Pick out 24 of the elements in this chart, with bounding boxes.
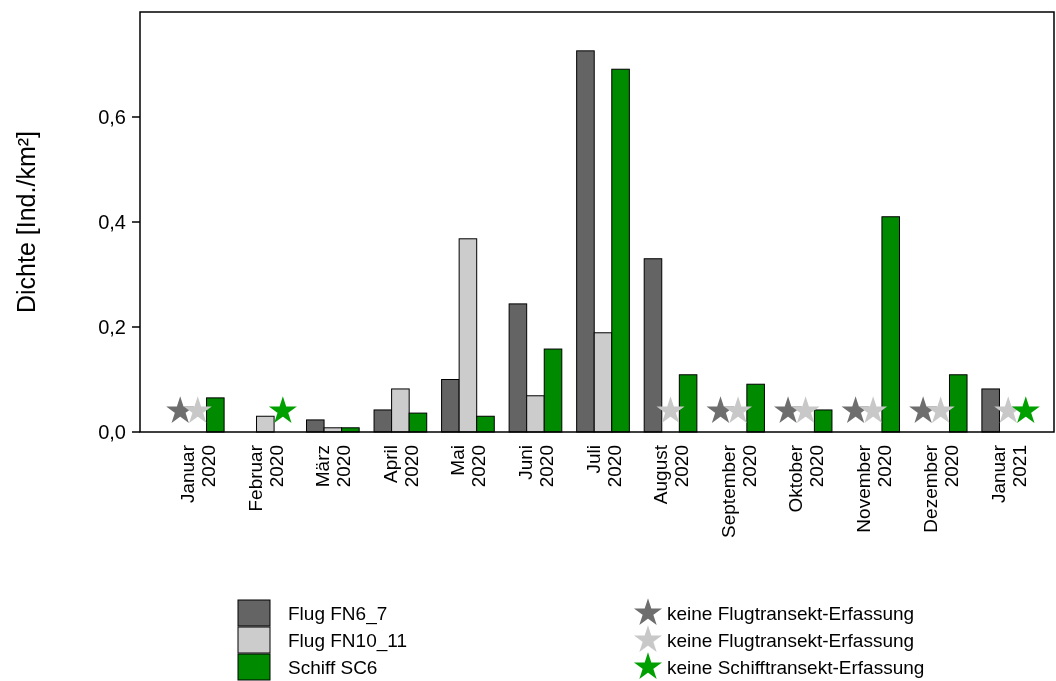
legend-label: keine Flugtransekt-Erfassung <box>667 629 915 651</box>
x-tick-label: August 2020 <box>650 444 693 505</box>
legend-label: keine Schifftransekt-Erfassung <box>667 656 925 678</box>
y-tick-label: 0,6 <box>98 106 126 128</box>
x-tick-label: Februar 2020 <box>244 444 287 512</box>
x-tick-label: November 2020 <box>852 444 895 533</box>
legend-label: Schiff SC6 <box>288 656 378 678</box>
x-tick-label: April 2020 <box>379 445 422 488</box>
x-tick-label: Januar 2021 <box>987 444 1030 504</box>
x-tick-label: Dezember 2020 <box>920 444 963 533</box>
legend-label: Flug FN10_11 <box>288 629 407 652</box>
x-tick-label: Januar 2020 <box>177 444 220 504</box>
y-tick-label: 0,4 <box>98 211 126 233</box>
legend-label: keine Flugtransekt-Erfassung <box>667 602 915 624</box>
x-tick-label: September 2020 <box>717 444 760 538</box>
y-tick-label: 0,2 <box>98 316 126 338</box>
legend-label: Flug FN6_7 <box>288 602 388 625</box>
y-tick-label: 0,0 <box>98 421 126 443</box>
x-tick-label: März 2020 <box>312 445 355 488</box>
x-tick-label: Juni 2020 <box>514 445 557 488</box>
x-tick-label: Oktober 2020 <box>785 444 828 513</box>
x-tick-label: Juli 2020 <box>582 445 625 488</box>
x-tick-label: Mai 2020 <box>447 445 490 488</box>
y-axis-title: Dichte [Ind./km²] <box>12 131 40 313</box>
